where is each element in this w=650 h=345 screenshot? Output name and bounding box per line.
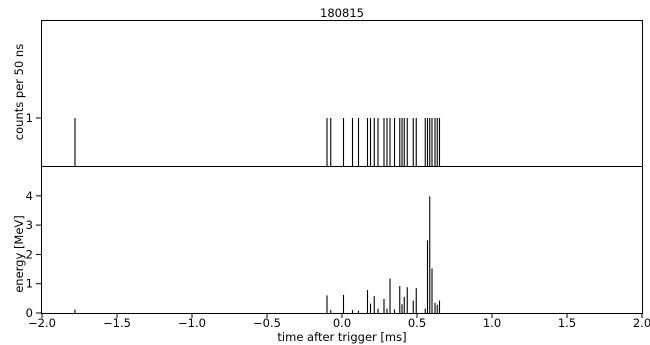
energy-ytick-label: 3 bbox=[26, 218, 33, 232]
counts-axes-frame bbox=[41, 20, 643, 167]
energy-ytick-label: 1 bbox=[26, 277, 33, 291]
energy-ytick-label: 4 bbox=[26, 189, 33, 203]
energy-ytick-label: 2 bbox=[26, 247, 33, 261]
energy-xtick-label: −1.5 bbox=[103, 316, 131, 330]
counts-ylabel: counts per 50 ns bbox=[12, 44, 26, 140]
energy-panel: energy [MeV] 0 1 2 3 4 −2.0 −1.5 −1.0 −0.5 0.0 0.… bbox=[12, 166, 650, 344]
counts-bars bbox=[74, 118, 441, 166]
energy-xtick-label: 2.0 bbox=[633, 316, 650, 330]
energy-xtick-label: −1.0 bbox=[178, 316, 206, 330]
chart-title: 180815 bbox=[320, 6, 364, 20]
energy-xtick-label: 1.0 bbox=[483, 316, 501, 330]
energy-axes-frame bbox=[41, 166, 643, 314]
energy-xtick-label: 1.5 bbox=[558, 316, 576, 330]
counts-panel: counts per 50 ns 1 bbox=[12, 20, 643, 167]
energy-ylabel: energy [MeV] bbox=[12, 215, 26, 293]
energy-xtick-label: 0.5 bbox=[408, 316, 426, 330]
energy-ytick-label: 0 bbox=[26, 306, 33, 320]
energy-xtick-label: −0.5 bbox=[253, 316, 281, 330]
energy-xtick-label: 0.0 bbox=[333, 316, 351, 330]
energy-yticks: 0 1 2 3 4 bbox=[26, 189, 41, 320]
energy-xtick-label: −2.0 bbox=[28, 316, 56, 330]
counts-ytick-label: 1 bbox=[26, 111, 33, 125]
energy-bars bbox=[74, 196, 441, 313]
counts-ytick-group: 1 bbox=[26, 111, 41, 125]
energy-xticks: −2.0 −1.5 −1.0 −0.5 0.0 0.5 1.0 1.5 2.0 bbox=[28, 314, 650, 330]
energy-xlabel: time after trigger [ms] bbox=[277, 330, 406, 344]
